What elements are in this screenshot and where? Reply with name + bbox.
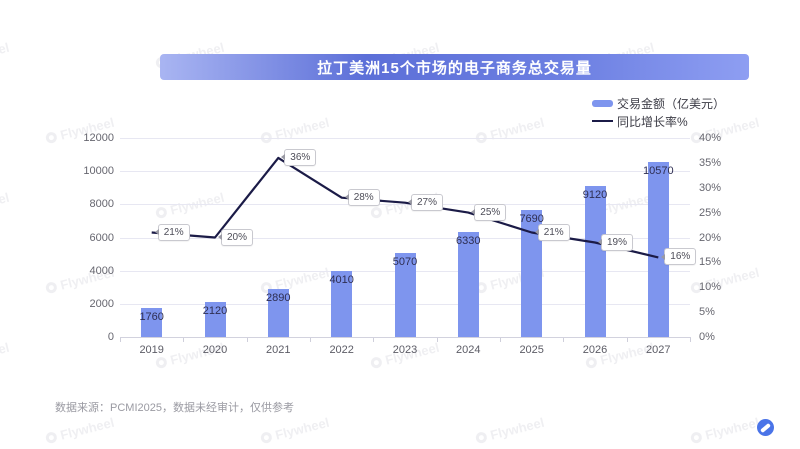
flywheel-watermark: Flywheel	[259, 415, 331, 446]
x-axis-tick	[373, 338, 375, 342]
flywheel-watermark-icon	[44, 430, 59, 445]
legend-item-bar-series[interactable]: 交易金额（亿美元）	[592, 94, 725, 112]
gridline	[120, 171, 690, 173]
growth-rate-line	[151, 156, 659, 259]
growth-label-2024: 25%	[471, 203, 507, 221]
x-axis-label-2021: 2021	[266, 344, 291, 356]
gridline	[120, 237, 690, 239]
flywheel-logo-icon	[757, 419, 774, 436]
flywheel-watermark-icon	[689, 430, 704, 445]
line-series-swatch	[592, 119, 613, 123]
flywheel-watermark-icon	[154, 355, 169, 370]
left-axis-tick-label: 10000	[83, 165, 114, 178]
x-axis-tick	[310, 338, 311, 342]
bar-series-swatch	[592, 99, 613, 107]
bar-2023[interactable]	[394, 252, 416, 337]
bar-value-2020: 2120	[202, 304, 228, 317]
right-axis-tick-label: 15%	[699, 256, 722, 269]
x-axis-tick	[436, 338, 438, 342]
left-axis-tick-label: 4000	[89, 264, 114, 277]
growth-label-2019: 21%	[154, 223, 190, 241]
bar-2027[interactable]	[647, 161, 669, 337]
right-axis-tick-label: 25%	[699, 206, 722, 219]
flywheel-watermark: Flywheel	[0, 190, 11, 221]
bar-2026[interactable]	[584, 185, 606, 337]
bar-value-2027: 10570	[643, 164, 674, 177]
flywheel-watermark: Flywheel	[0, 39, 11, 68]
bar-2020[interactable]	[204, 301, 226, 337]
growth-label-2025: 21%	[534, 223, 570, 241]
x-axis-label-2026: 2026	[582, 344, 608, 356]
chart-title-banner: 拉丁美洲15个市场的电子商务总交易量	[160, 54, 749, 80]
legend-item-line-series[interactable]: 同比增长率%	[592, 112, 725, 130]
right-axis-tick-label: 10%	[699, 281, 722, 294]
right-axis-tick-label: 30%	[699, 181, 722, 194]
bar-2022[interactable]	[331, 270, 353, 337]
x-axis-label-2022: 2022	[329, 344, 354, 356]
x-axis-tick	[500, 338, 501, 342]
x-axis-label-2019: 2019	[139, 344, 164, 356]
legend: 交易金额（亿美元） 同比增长率%	[592, 94, 725, 130]
flywheel-watermark-icon	[369, 355, 384, 370]
left-axis-tick-label: 0	[107, 331, 114, 343]
bar-2021[interactable]	[267, 289, 289, 337]
left-axis-tick-label: 8000	[89, 198, 114, 211]
x-axis-tick	[246, 338, 248, 342]
bar-value-2024: 6330	[456, 235, 481, 247]
flywheel-watermark-icon	[44, 280, 59, 295]
x-axis-tick	[626, 338, 628, 342]
right-axis-tick-label: 0%	[699, 331, 715, 343]
flywheel-watermark: Flywheel	[474, 415, 546, 446]
page-title: 拉丁美洲15个市场的电子商务总交易量	[317, 59, 592, 77]
left-axis-tick-label: 6000	[89, 231, 114, 244]
flywheel-watermark: Flywheel	[44, 415, 116, 446]
flywheel-watermark-icon	[584, 355, 599, 370]
bar-2019[interactable]	[141, 307, 163, 337]
bar-value-2021: 2890	[266, 292, 291, 305]
x-axis-tick	[563, 338, 565, 342]
x-axis-label-2020: 2020	[202, 344, 228, 356]
flywheel-watermark: Flywheel	[689, 415, 761, 446]
bar-value-2019: 1760	[139, 310, 164, 323]
flywheel-watermark-icon	[474, 430, 489, 445]
growth-label-2026: 19%	[597, 233, 634, 251]
flywheel-watermark-icon	[259, 430, 274, 445]
source-note: 数据来源：PCMI2025，数据未经审计，仅供参考	[55, 402, 294, 414]
right-axis-tick-label: 20%	[699, 231, 722, 244]
growth-label-2021: 36%	[281, 148, 317, 166]
growth-label-2023: 27%	[407, 193, 444, 211]
bar-value-2023: 5070	[392, 255, 418, 268]
x-axis-label-2027: 2027	[646, 344, 671, 356]
x-axis-tick	[690, 338, 691, 342]
growth-label-2020: 20%	[217, 228, 254, 246]
flywheel-watermark: Flywheel	[0, 340, 11, 371]
legend-bar-label: 交易金额（亿美元）	[617, 96, 726, 111]
x-axis-label-2024: 2024	[456, 344, 481, 356]
growth-label-2027: 16%	[661, 248, 697, 266]
bar-value-2022: 4010	[329, 273, 354, 286]
left-axis-tick-label: 2000	[89, 297, 114, 310]
growth-label-2022: 28%	[344, 188, 380, 206]
bar-value-2026: 9120	[582, 188, 608, 201]
gridline	[120, 138, 690, 139]
x-axis-label-2023: 2023	[392, 344, 418, 356]
x-axis-tick	[120, 338, 121, 342]
right-axis-tick-label: 40%	[699, 132, 722, 144]
bar-2025[interactable]	[521, 209, 543, 337]
bar-2024[interactable]	[457, 232, 479, 337]
flywheel-watermark-icon	[44, 130, 59, 145]
right-axis-tick-label: 5%	[699, 306, 715, 319]
legend-line-label: 同比增长率%	[617, 114, 688, 129]
gridline	[120, 204, 690, 206]
left-axis-tick-label: 12000	[83, 132, 114, 144]
x-axis-label-2025: 2025	[519, 344, 544, 356]
bar-value-2025: 7690	[519, 212, 544, 225]
right-axis-tick-label: 35%	[699, 156, 722, 169]
x-axis-line	[120, 337, 691, 338]
x-axis-tick	[183, 338, 185, 342]
